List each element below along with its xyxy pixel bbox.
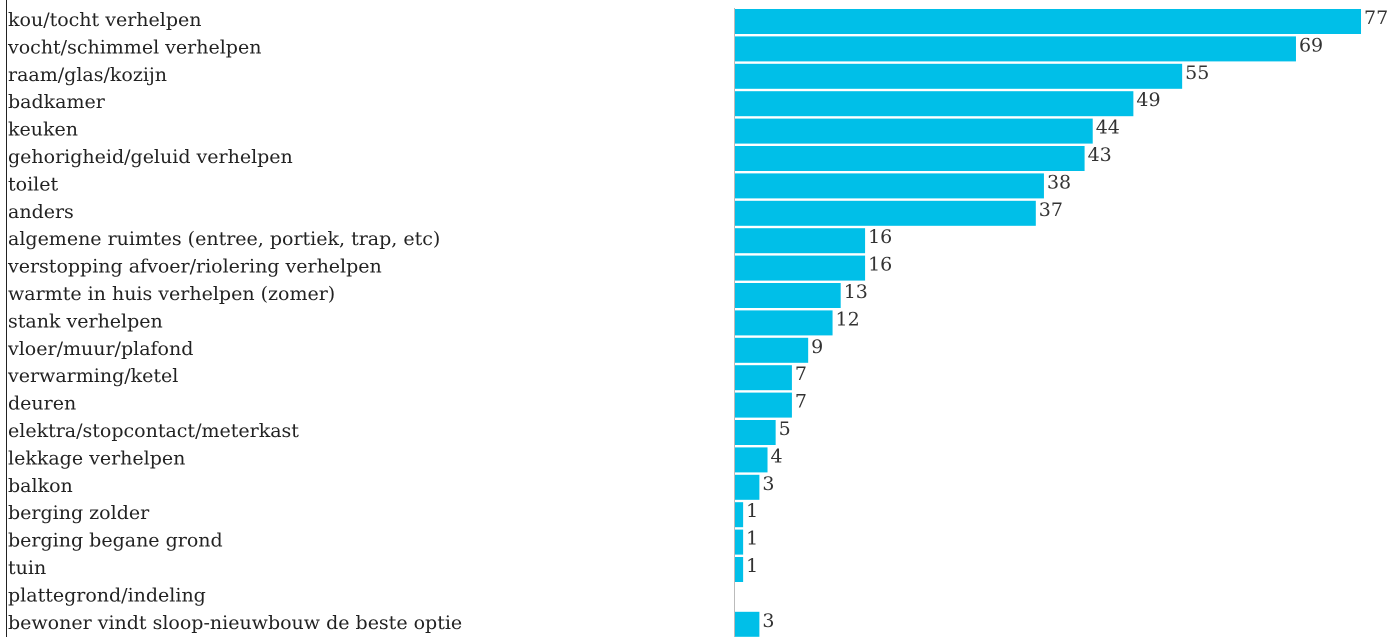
category-label: kou/tocht verhelpen xyxy=(8,9,201,31)
value-label: 9 xyxy=(811,336,823,358)
bars xyxy=(735,9,1362,637)
category-label: stank verhelpen xyxy=(8,310,163,332)
bar xyxy=(735,420,776,445)
category-label: deuren xyxy=(8,393,76,415)
category-label: algemene ruimtes (entree, portiek, trap,… xyxy=(8,228,440,250)
value-label: 77 xyxy=(1364,7,1388,29)
value-label: 12 xyxy=(836,308,860,330)
category-label: gehorigheid/geluid verhelpen xyxy=(8,146,293,168)
bar xyxy=(735,228,866,254)
bar xyxy=(735,63,1183,89)
category-label: lekkage verhelpen xyxy=(8,447,185,469)
value-label: 16 xyxy=(868,226,892,248)
value-label: 55 xyxy=(1185,62,1209,84)
category-labels: kou/tocht verhelpen vocht/schimmel verhel… xyxy=(7,9,462,634)
bar xyxy=(735,118,1093,144)
value-label: 69 xyxy=(1299,34,1323,56)
value-label: 16 xyxy=(868,254,892,276)
bar xyxy=(735,9,1362,34)
category-label: verwarming/ketel xyxy=(7,365,178,387)
category-label: keuken xyxy=(8,119,78,141)
category-label: anders xyxy=(8,201,74,223)
value-label: 37 xyxy=(1039,199,1063,221)
bar xyxy=(735,611,760,637)
category-label: plattegrond/indeling xyxy=(8,584,206,606)
value-label: 3 xyxy=(762,610,774,632)
category-label: berging begane grond xyxy=(8,530,223,552)
bar xyxy=(735,392,792,418)
category-label: verstopping afvoer/riolering verhelpen xyxy=(7,256,382,278)
bar xyxy=(735,337,809,363)
category-label: vocht/schimmel verhelpen xyxy=(7,36,261,58)
value-label: 7 xyxy=(795,363,807,385)
category-label: berging zolder xyxy=(8,502,150,524)
category-label: vloer/muur/plafond xyxy=(7,338,193,360)
value-label: 44 xyxy=(1096,117,1120,139)
value-label: 49 xyxy=(1136,89,1160,111)
bar xyxy=(735,557,744,582)
value-label: 13 xyxy=(844,281,868,303)
value-label: 1 xyxy=(746,528,758,550)
bar xyxy=(735,146,1085,171)
bar xyxy=(735,474,760,500)
bar xyxy=(735,502,744,528)
value-label: 5 xyxy=(779,418,791,440)
category-label: elektra/stopcontact/meterkast xyxy=(8,420,299,442)
category-label: toilet xyxy=(8,173,58,195)
bar xyxy=(735,529,744,555)
value-label: 4 xyxy=(771,445,783,467)
value-label: 38 xyxy=(1047,171,1071,193)
bar xyxy=(735,447,768,473)
value-label: 3 xyxy=(762,473,774,495)
bar xyxy=(735,91,1134,117)
value-label: 43 xyxy=(1088,144,1112,166)
value-label: 1 xyxy=(746,555,758,577)
bar xyxy=(735,36,1296,62)
category-label: badkamer xyxy=(8,91,106,113)
category-label: balkon xyxy=(8,475,73,497)
value-label: 1 xyxy=(746,500,758,522)
bar xyxy=(735,173,1044,199)
bar xyxy=(735,200,1036,226)
category-label: tuin xyxy=(8,557,46,579)
value-label: 7 xyxy=(795,391,807,413)
bar xyxy=(735,365,792,391)
bar xyxy=(735,310,833,336)
bar xyxy=(735,283,841,308)
bar xyxy=(735,255,866,281)
category-label: bewoner vindt sloop-nieuwbouw de beste o… xyxy=(8,612,462,634)
category-label: raam/glas/kozijn xyxy=(8,64,167,86)
category-label: warmte in huis verhelpen (zomer) xyxy=(8,283,335,305)
